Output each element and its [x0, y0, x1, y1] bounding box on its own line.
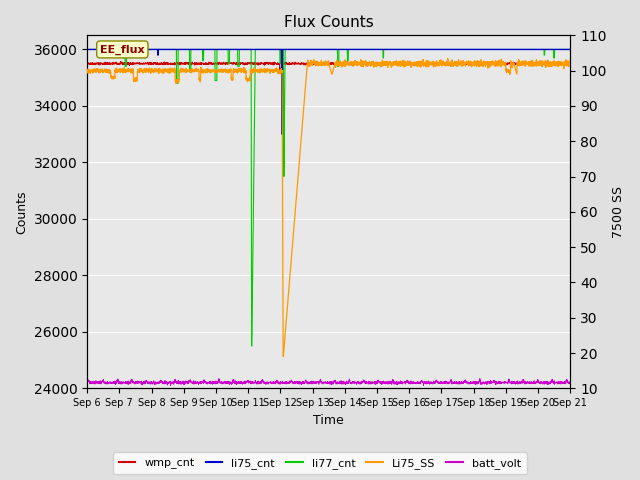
Legend: wmp_cnt, li75_cnt, li77_cnt, Li75_SS, batt_volt: wmp_cnt, li75_cnt, li77_cnt, Li75_SS, ba… [113, 453, 527, 474]
Title: Flux Counts: Flux Counts [284, 15, 374, 30]
Y-axis label: 7500 SS: 7500 SS [612, 186, 625, 238]
Y-axis label: Counts: Counts [15, 190, 28, 234]
X-axis label: Time: Time [314, 414, 344, 427]
Text: EE_flux: EE_flux [100, 44, 145, 55]
